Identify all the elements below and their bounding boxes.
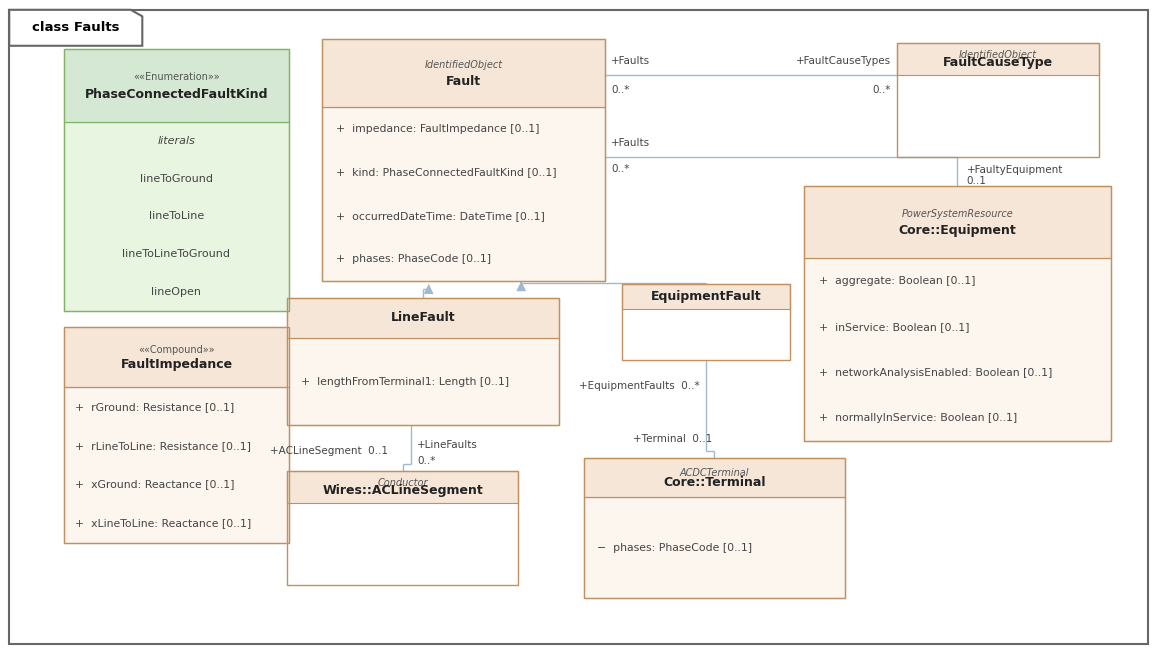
Text: +  xGround: Reactance [0..1]: + xGround: Reactance [0..1] (75, 479, 235, 490)
Text: class Faults: class Faults (32, 22, 119, 34)
Text: −  phases: PhaseCode [0..1]: − phases: PhaseCode [0..1] (597, 543, 752, 553)
Text: 0..*: 0..* (872, 84, 891, 95)
Text: ««Compound»»: ««Compound»» (138, 345, 215, 355)
Text: IdentifiedObject: IdentifiedObject (425, 60, 502, 70)
Text: Fault: Fault (445, 75, 481, 88)
Text: +  networkAnalysisEnabled: Boolean [0..1]: + networkAnalysisEnabled: Boolean [0..1] (819, 368, 1053, 377)
FancyBboxPatch shape (287, 471, 518, 503)
Text: PowerSystemResource: PowerSystemResource (901, 209, 1014, 218)
FancyBboxPatch shape (64, 327, 289, 387)
FancyBboxPatch shape (897, 43, 1099, 75)
Text: EquipmentFault: EquipmentFault (651, 290, 761, 303)
Text: +  phases: PhaseCode [0..1]: + phases: PhaseCode [0..1] (336, 254, 491, 264)
FancyBboxPatch shape (287, 338, 559, 425)
Text: lineToLine: lineToLine (149, 211, 204, 222)
Text: +Faults: +Faults (611, 56, 650, 66)
FancyBboxPatch shape (622, 284, 790, 309)
FancyBboxPatch shape (804, 258, 1111, 441)
FancyBboxPatch shape (64, 387, 289, 543)
Text: Core::Terminal: Core::Terminal (663, 475, 766, 489)
Text: 0..*: 0..* (417, 456, 435, 466)
Text: +  inService: Boolean [0..1]: + inService: Boolean [0..1] (819, 322, 970, 332)
Text: +  lengthFromTerminal1: Length [0..1]: + lengthFromTerminal1: Length [0..1] (301, 377, 509, 387)
FancyBboxPatch shape (9, 10, 1148, 644)
Text: ««Enumeration»»: ««Enumeration»» (133, 72, 220, 82)
Text: +FaultyEquipment: +FaultyEquipment (966, 165, 1063, 175)
Text: +Faults: +Faults (611, 137, 650, 148)
Text: +FaultCauseTypes: +FaultCauseTypes (796, 56, 891, 66)
Text: +LineFaults: +LineFaults (417, 439, 478, 450)
FancyBboxPatch shape (322, 107, 605, 281)
Text: 0..*: 0..* (611, 164, 629, 174)
Text: IdentifiedObject: IdentifiedObject (959, 50, 1037, 60)
Text: +  normallyInService: Boolean [0..1]: + normallyInService: Boolean [0..1] (819, 413, 1018, 424)
Text: +  xLineToLine: Reactance [0..1]: + xLineToLine: Reactance [0..1] (75, 519, 251, 528)
FancyBboxPatch shape (584, 497, 845, 598)
FancyBboxPatch shape (322, 39, 605, 107)
FancyBboxPatch shape (64, 49, 289, 122)
Text: +EquipmentFaults  0..*: +EquipmentFaults 0..* (580, 381, 700, 391)
Text: lineOpen: lineOpen (152, 287, 201, 297)
Text: lineToGround: lineToGround (140, 174, 213, 184)
Text: +  rGround: Resistance [0..1]: + rGround: Resistance [0..1] (75, 402, 234, 412)
Text: FaultCauseType: FaultCauseType (943, 56, 1053, 69)
Text: LineFault: LineFault (391, 311, 455, 324)
Text: +  occurredDateTime: DateTime [0..1]: + occurredDateTime: DateTime [0..1] (336, 211, 545, 221)
Text: Core::Equipment: Core::Equipment (899, 224, 1016, 237)
Polygon shape (9, 10, 142, 46)
Text: +ACLineSegment  0..1: +ACLineSegment 0..1 (270, 446, 388, 456)
Text: lineToLineToGround: lineToLineToGround (123, 249, 230, 259)
Text: PhaseConnectedFaultKind: PhaseConnectedFaultKind (84, 88, 268, 101)
Text: +  aggregate: Boolean [0..1]: + aggregate: Boolean [0..1] (819, 276, 977, 286)
Text: +  impedance: FaultImpedance [0..1]: + impedance: FaultImpedance [0..1] (336, 124, 539, 134)
Text: 0..*: 0..* (611, 84, 629, 95)
Text: +Terminal  0..1: +Terminal 0..1 (634, 434, 713, 445)
Text: Conductor: Conductor (377, 478, 428, 488)
Text: Wires::ACLineSegment: Wires::ACLineSegment (323, 484, 482, 497)
Text: ACDCTerminal: ACDCTerminal (679, 468, 750, 478)
Text: literals: literals (157, 136, 196, 146)
FancyBboxPatch shape (64, 122, 289, 311)
Text: +  kind: PhaseConnectedFaultKind [0..1]: + kind: PhaseConnectedFaultKind [0..1] (336, 167, 557, 177)
Text: FaultImpedance: FaultImpedance (120, 358, 233, 371)
FancyBboxPatch shape (584, 458, 845, 497)
FancyBboxPatch shape (804, 186, 1111, 258)
Text: +  rLineToLine: Resistance [0..1]: + rLineToLine: Resistance [0..1] (75, 441, 251, 451)
Text: 0..1: 0..1 (966, 176, 987, 186)
FancyBboxPatch shape (287, 298, 559, 338)
